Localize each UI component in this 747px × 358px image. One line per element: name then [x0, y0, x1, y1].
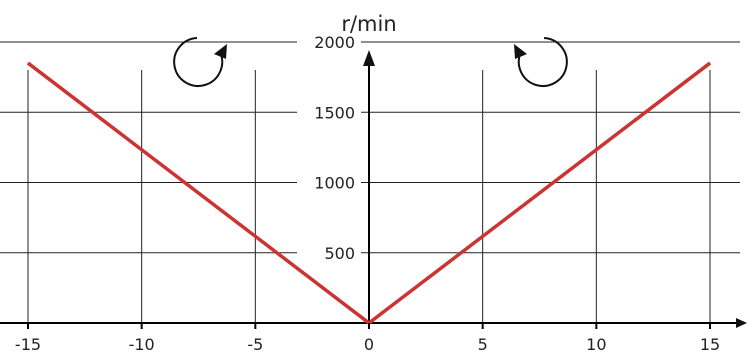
clockwise-arrow-icon: [173, 37, 227, 87]
y-tick-label-background: [297, 171, 361, 194]
x-tick-label: -15: [15, 335, 41, 354]
y-tick-label: 2000: [314, 33, 355, 52]
counterclockwise-arrow-icon: [514, 37, 568, 87]
y-tick-label-background: [297, 101, 361, 124]
y-tick-label: 500: [324, 244, 355, 263]
y-tick-label: 1000: [314, 174, 355, 193]
data-point: [709, 62, 711, 64]
axes: [0, 50, 747, 328]
y-axis-arrow-icon: [363, 50, 375, 66]
x-tick-label: 10: [586, 335, 606, 354]
y-tick-label-background: [297, 241, 361, 264]
x-tick-label: 0: [364, 335, 374, 354]
x-tick-label: -10: [129, 335, 155, 354]
x-tick-label: 5: [478, 335, 488, 354]
x-tick-label: -5: [247, 335, 263, 354]
x-tick-labels: -15 -10 -5 0 5 10 15: [15, 323, 720, 354]
y-tick-labels: 500 1000 1500 2000: [297, 31, 361, 264]
y-tick-label-background: [297, 31, 361, 53]
x-axis-arrow-icon: [736, 318, 747, 328]
y-axis-unit-label: r/min: [341, 12, 396, 36]
data-point: [27, 62, 29, 64]
y-tick-label: 1500: [314, 103, 355, 122]
x-tick-label: 15: [700, 335, 720, 354]
